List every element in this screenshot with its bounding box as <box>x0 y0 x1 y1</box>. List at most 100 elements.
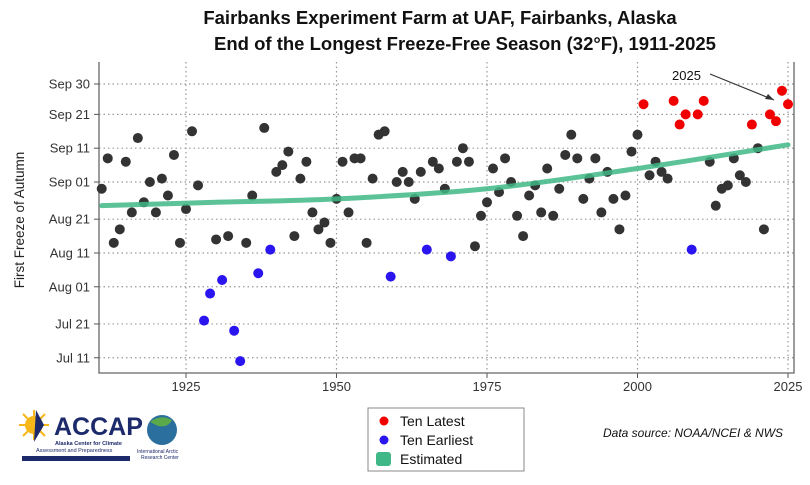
annotation-label: 2025 <box>672 68 701 83</box>
legend-label-estimated: Estimated <box>400 451 462 467</box>
point-earliest <box>205 288 216 299</box>
data-point <box>662 173 673 184</box>
svg-text:Research Center: Research Center <box>141 455 179 461</box>
data-point <box>325 237 336 248</box>
data-point <box>463 156 474 167</box>
data-point <box>469 241 480 252</box>
data-point <box>96 183 107 194</box>
data-point <box>144 177 155 187</box>
data-point <box>181 204 191 215</box>
svg-text:Alaska Center for Climate: Alaska Center for Climate <box>55 441 122 447</box>
data-point <box>554 183 565 194</box>
point-earliest <box>229 325 240 336</box>
legend-marker-latest <box>379 416 389 426</box>
x-tick-label: 2025 <box>774 379 803 394</box>
logo-accap-text: ACCAP <box>54 413 143 441</box>
iarc-logo: International Arctic Research Center <box>137 415 179 461</box>
data-point <box>174 237 185 248</box>
trend-line <box>99 142 791 209</box>
data-point <box>156 173 167 184</box>
data-point <box>710 200 721 211</box>
data-point <box>126 207 137 218</box>
data-point <box>614 224 625 235</box>
point-latest <box>776 85 787 96</box>
data-point <box>722 180 733 191</box>
data-point <box>427 156 438 167</box>
y-tick-label: Aug 21 <box>49 212 90 227</box>
data-point <box>187 126 198 137</box>
point-latest <box>638 99 649 110</box>
svg-text:Assessment and Preparedness: Assessment and Preparedness <box>36 448 113 454</box>
data-point <box>120 156 131 167</box>
data-point <box>536 207 547 218</box>
chart-title-line2: End of the Longest Freeze-Free Season (3… <box>214 33 716 54</box>
data-point <box>518 231 529 242</box>
data-point <box>307 207 318 218</box>
x-tick-label: 1950 <box>322 379 351 394</box>
data-point <box>289 231 300 242</box>
point-latest <box>680 109 691 120</box>
data-point <box>572 153 583 164</box>
data-point <box>367 173 378 184</box>
point-latest <box>746 119 757 130</box>
data-point <box>114 224 125 235</box>
data-point <box>379 126 390 137</box>
data-point <box>397 166 408 177</box>
data-point <box>150 207 161 218</box>
y-tick-label: Jul 11 <box>56 350 90 365</box>
point-latest <box>783 99 793 110</box>
point-latest <box>692 109 703 120</box>
data-point <box>548 210 559 221</box>
data-point <box>758 224 769 235</box>
data-point <box>313 224 324 235</box>
data-point <box>277 160 288 171</box>
legend-label-earliest: Ten Earliest <box>400 432 473 448</box>
point-latest <box>698 95 709 106</box>
point-latest <box>770 116 781 127</box>
data-point <box>433 163 444 174</box>
y-tick-label: Jul 21 <box>55 316 90 331</box>
data-point <box>295 173 306 184</box>
data-point <box>337 156 348 167</box>
data-point <box>475 210 486 221</box>
data-point <box>241 237 252 248</box>
point-earliest <box>686 244 697 255</box>
point-earliest <box>253 268 264 279</box>
data-point <box>542 163 553 174</box>
y-axis-label: First Freeze of Autumn <box>12 152 27 289</box>
data-point <box>259 122 270 133</box>
data-point <box>632 129 643 140</box>
data-source: Data source: NOAA/NCEI & NWS <box>603 426 783 440</box>
point-latest <box>668 95 679 106</box>
data-point <box>740 177 751 187</box>
data-point <box>488 163 499 174</box>
y-tick-label: Sep 21 <box>49 107 90 122</box>
annotation-2025: 2025 <box>672 68 775 101</box>
legend-label-latest: Ten Latest <box>400 413 465 429</box>
data-point <box>319 217 330 228</box>
data-point <box>644 170 655 181</box>
arrowhead-icon <box>765 94 774 100</box>
x-tick-label: 1925 <box>172 379 201 394</box>
data-point <box>271 166 282 177</box>
data-point <box>132 133 143 144</box>
annotation-arrow <box>709 73 775 101</box>
legend: Ten Latest Ten Earliest Estimated <box>367 407 525 472</box>
data-point <box>361 237 372 248</box>
point-earliest <box>265 244 276 255</box>
data-point <box>247 190 258 201</box>
svg-text:International Arctic: International Arctic <box>137 449 179 455</box>
y-tick-label: Sep 01 <box>49 175 90 190</box>
snowflake-icon <box>34 410 44 442</box>
data-point <box>734 170 745 181</box>
data-point <box>590 153 601 164</box>
y-tick-label: Aug 11 <box>50 245 90 260</box>
data-point <box>391 177 402 187</box>
point-earliest <box>421 244 432 255</box>
data-point <box>211 234 222 245</box>
x-tick-label: 1975 <box>473 379 502 394</box>
point-earliest <box>235 356 246 367</box>
data-point <box>626 146 637 157</box>
axes <box>94 62 795 378</box>
data-point <box>403 177 414 187</box>
